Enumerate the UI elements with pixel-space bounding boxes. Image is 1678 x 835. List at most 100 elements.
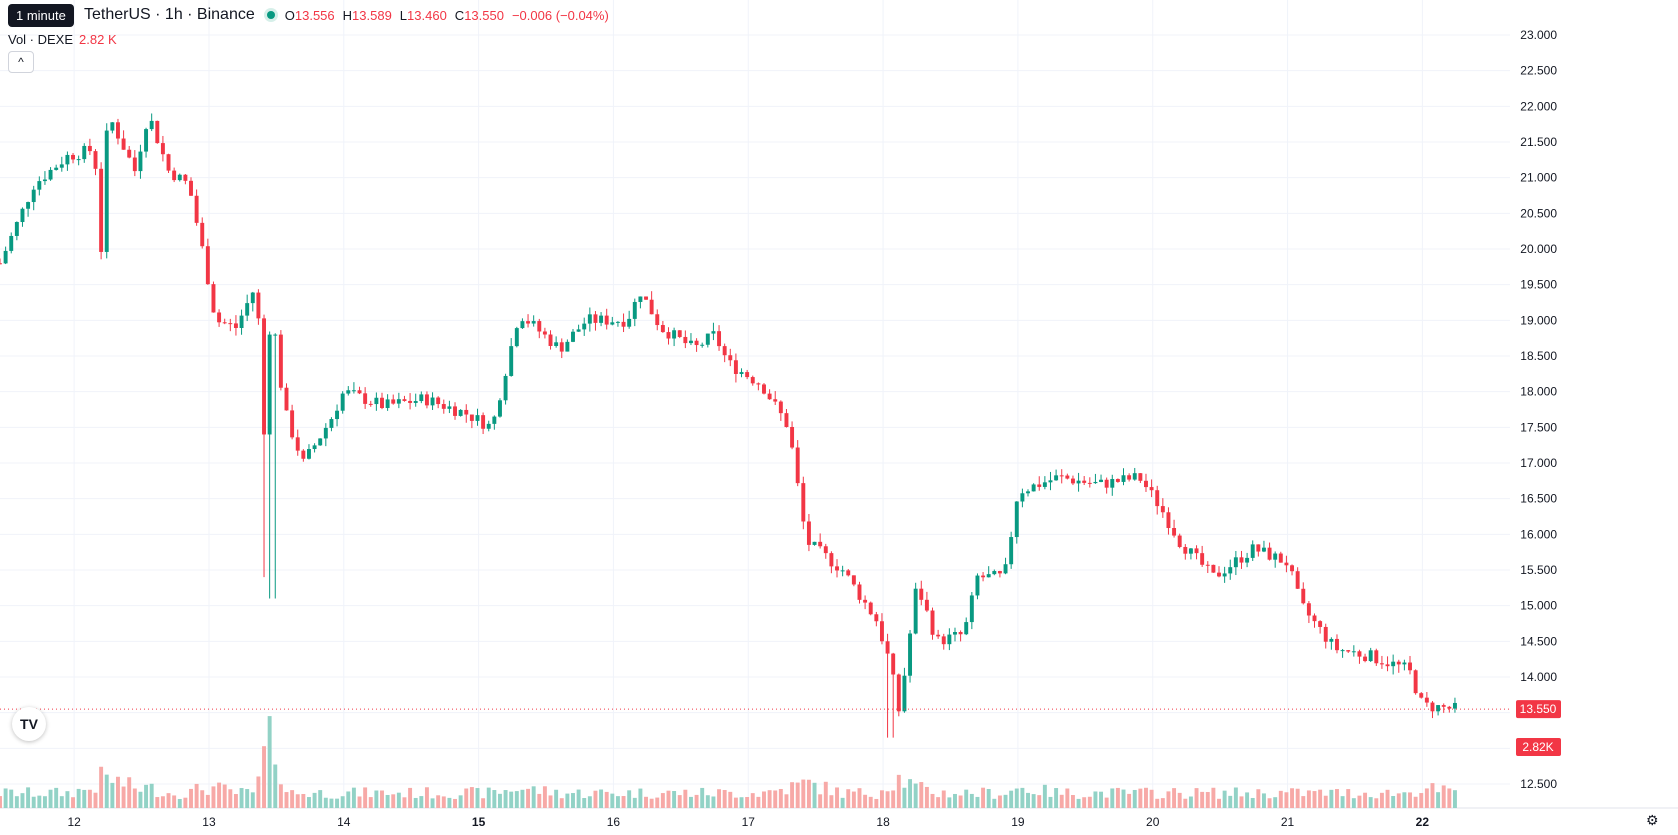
candle-body <box>1346 650 1351 652</box>
volume-bar <box>166 793 171 808</box>
candle-body <box>969 595 974 623</box>
volume-bar <box>357 796 362 808</box>
volume-bar <box>1127 793 1132 808</box>
candle-body <box>1335 638 1339 651</box>
volume-bar <box>189 788 193 808</box>
volume-bar <box>1261 793 1266 808</box>
volume-bar <box>644 796 648 808</box>
candle-body <box>947 634 952 645</box>
last-volume-tag <box>1516 738 1561 756</box>
volume-bar <box>1121 789 1126 808</box>
candle-body <box>576 329 581 332</box>
volume-bar <box>363 787 368 808</box>
volume-bar <box>762 791 766 808</box>
candle-body <box>997 571 1002 574</box>
volume-bar <box>1402 792 1407 808</box>
candle-body <box>436 397 441 405</box>
volume-bar <box>1031 794 1036 808</box>
candle-body <box>368 403 373 405</box>
candle-body <box>812 541 817 545</box>
candle-body <box>975 575 980 596</box>
volume-bar <box>1233 787 1238 808</box>
candle-body <box>599 315 604 323</box>
candle-body <box>964 622 969 635</box>
candle-body <box>363 393 368 404</box>
volume-bar <box>1065 788 1070 808</box>
candle-body <box>1250 544 1255 558</box>
volume-bar <box>453 798 457 808</box>
volume-bar <box>149 783 154 808</box>
volume-bar <box>464 788 469 808</box>
candle-body <box>773 399 778 402</box>
candle-body <box>537 321 542 332</box>
candle-body <box>908 633 913 676</box>
symbol-title[interactable]: TetherUS · 1h · Binance <box>84 6 255 23</box>
candle-body <box>1026 491 1030 494</box>
volume-bar <box>801 779 806 808</box>
candle-body <box>380 397 384 409</box>
volume-bar <box>1295 788 1300 808</box>
candle-body <box>323 427 328 439</box>
candle-body <box>1009 537 1014 565</box>
candle-body <box>958 632 963 635</box>
candle-body <box>1318 621 1323 627</box>
settings-gear-icon[interactable]: ⚙ <box>1646 812 1659 828</box>
volume-bar <box>351 787 356 808</box>
candle-body <box>138 151 143 172</box>
volume-bar <box>1284 792 1289 808</box>
open-value: 13.556 <box>294 7 335 23</box>
volume-bar <box>514 791 519 808</box>
volume-bar <box>964 789 969 808</box>
candle-body <box>672 330 677 339</box>
volume-bar <box>722 789 727 808</box>
volume-bar <box>632 797 637 808</box>
candle-body <box>469 414 474 421</box>
candle-body <box>1447 706 1452 709</box>
volume-bar <box>200 790 205 808</box>
volume-bar <box>1160 798 1165 808</box>
volume-bar <box>1228 795 1233 808</box>
candle-body <box>155 120 160 144</box>
volume-bar <box>183 797 188 808</box>
candle-body <box>953 632 957 635</box>
volume-bar <box>1452 790 1457 808</box>
candle-body <box>262 318 266 435</box>
y-tick-label: 21.500 <box>1520 135 1557 149</box>
volume-bar <box>818 794 823 808</box>
collapse-legend-button[interactable]: ^ <box>8 51 34 73</box>
candle-body <box>329 419 334 428</box>
volume-bar <box>436 795 441 808</box>
volume-bar <box>548 795 553 808</box>
volume-bar <box>784 794 789 808</box>
candle-body <box>351 390 356 392</box>
candle-body <box>391 399 396 404</box>
volume-bar <box>677 795 682 808</box>
volume-bar <box>1391 796 1396 808</box>
last-price-label: 13.550 <box>1520 702 1557 716</box>
y-tick-label: 20.000 <box>1520 242 1557 256</box>
volume-bar <box>1172 788 1177 808</box>
volume-bar <box>610 793 615 808</box>
candle-body <box>688 340 693 344</box>
volume-bar <box>1335 789 1339 808</box>
volume-bar <box>222 784 227 808</box>
y-tick-label: 20.500 <box>1520 206 1557 220</box>
candle-body <box>290 410 295 438</box>
volume-bar <box>683 789 688 808</box>
candle-body <box>172 170 177 181</box>
candle-body <box>593 314 598 323</box>
tradingview-logo[interactable]: TV <box>12 707 46 741</box>
candle-body <box>1037 484 1042 487</box>
volume-bar <box>958 795 963 808</box>
volume-bar <box>1306 790 1311 808</box>
candle-body <box>76 159 81 161</box>
candle-body <box>1323 626 1328 642</box>
candle-body <box>413 401 418 403</box>
candle-body <box>885 641 890 654</box>
volume-bar <box>1037 795 1042 808</box>
candle-body <box>790 427 795 448</box>
candle-body <box>1228 567 1233 574</box>
volume-bar <box>997 795 1002 808</box>
y-tick-label: 19.000 <box>1520 313 1557 327</box>
